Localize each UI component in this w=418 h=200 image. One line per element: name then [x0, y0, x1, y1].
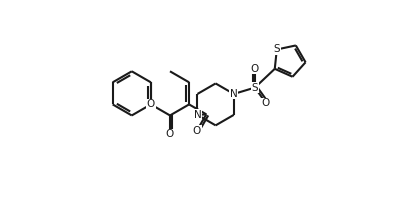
Text: N: N [194, 110, 201, 120]
Text: N: N [230, 89, 238, 99]
Text: S: S [273, 44, 280, 54]
Text: S: S [252, 83, 258, 93]
Text: O: O [193, 126, 201, 136]
Text: O: O [251, 64, 259, 74]
Text: O: O [166, 129, 174, 139]
Text: O: O [262, 98, 270, 108]
Text: O: O [147, 99, 155, 109]
